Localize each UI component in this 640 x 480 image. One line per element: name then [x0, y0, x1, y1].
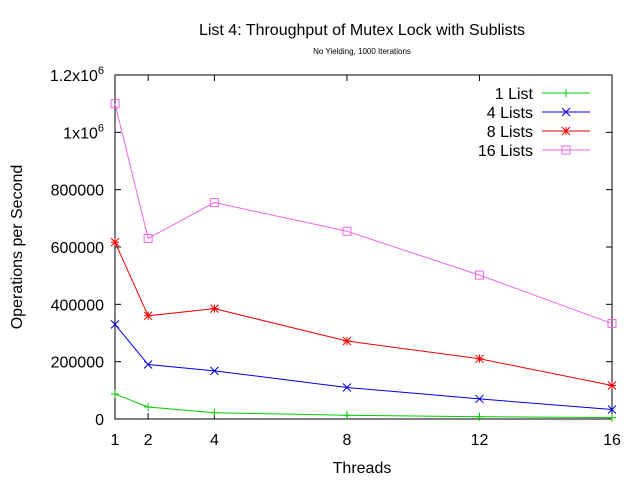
legend-item: 8 Lists	[487, 124, 590, 141]
legend: 1 List 4 Lists 8 Lists 16 Lists	[478, 86, 590, 160]
x-tick-label: 4	[210, 432, 219, 449]
legend-label: 8 Lists	[487, 124, 533, 141]
series-line	[114, 393, 613, 419]
series-0	[111, 390, 616, 422]
data-point	[342, 411, 351, 420]
legend-marker	[562, 89, 570, 97]
data-point	[475, 412, 484, 421]
x-tick-label: 2	[144, 432, 153, 449]
legend-item: 4 Lists	[487, 105, 590, 122]
data-point	[475, 354, 484, 364]
legend-item: 1 List	[495, 86, 590, 103]
y-axis-label: Operations per Second	[9, 165, 26, 330]
data-point	[607, 405, 617, 414]
data-point	[144, 402, 153, 411]
chart-title: List 4: Throughput of Mutex Lock with Su…	[199, 22, 525, 39]
legend-label: 16 Lists	[478, 143, 533, 160]
x-tick-label: 12	[471, 432, 489, 449]
data-point	[474, 270, 484, 280]
legend-marker	[561, 126, 571, 136]
y-tick-label: 400000	[51, 297, 104, 314]
data-point	[210, 366, 219, 376]
data-point	[143, 311, 153, 321]
axis-ticks: 1 2 4 8 12 1602000004000006000008000001x1061.…	[50, 65, 621, 449]
series-layer	[110, 99, 617, 422]
series-2	[110, 237, 617, 390]
y-tick-label-base: 0	[95, 412, 104, 429]
y-tick-label: 0	[95, 412, 104, 429]
y-tick-label-exponent: 6	[98, 122, 104, 134]
legend-label: 1 List	[495, 86, 534, 103]
data-point	[608, 413, 616, 422]
data-point	[111, 390, 119, 399]
data-point	[342, 336, 352, 346]
data-point	[143, 360, 153, 369]
series-3	[110, 99, 617, 329]
y-tick-label-base: 1.2x10	[50, 68, 98, 85]
x-tick-label: 16	[603, 432, 621, 449]
legend-label: 4 Lists	[487, 105, 533, 122]
data-point	[110, 99, 120, 109]
data-point	[143, 233, 153, 243]
y-tick-label: 800000	[51, 183, 104, 200]
data-point	[342, 383, 352, 392]
y-tick-label-base: 800000	[51, 183, 104, 200]
series-line	[114, 103, 613, 325]
chart-subtitle: No Yielding, 1000 Iterations	[313, 47, 411, 56]
x-axis-label: Threads	[333, 460, 392, 477]
y-tick-label: 600000	[51, 240, 104, 257]
y-tick-label-base: 1x10	[63, 125, 98, 142]
series-line	[114, 324, 613, 411]
series-1	[110, 320, 617, 414]
data-point	[607, 381, 617, 390]
legend-marker	[561, 145, 571, 155]
data-point	[110, 320, 120, 329]
data-point	[607, 319, 617, 329]
y-tick-label-base: 200000	[51, 355, 104, 372]
series-line	[114, 241, 613, 386]
y-tick-label-base: 600000	[51, 240, 104, 257]
data-point	[209, 198, 219, 208]
data-point	[475, 394, 484, 404]
data-point	[210, 408, 219, 417]
data-point	[342, 226, 352, 236]
plot-frame	[114, 74, 613, 420]
data-point	[110, 237, 120, 247]
y-tick-label: 1x106	[63, 122, 104, 142]
y-tick-label: 200000	[51, 355, 104, 372]
y-tick-label-base: 400000	[51, 297, 104, 314]
x-tick-label: 1	[111, 432, 120, 449]
data-point	[210, 304, 219, 313]
x-tick-label: 8	[342, 432, 351, 449]
legend-marker	[561, 107, 571, 117]
legend-item: 16 Lists	[478, 143, 590, 160]
y-tick-label: 1.2x106	[50, 65, 104, 85]
y-tick-label-exponent: 6	[98, 65, 104, 77]
